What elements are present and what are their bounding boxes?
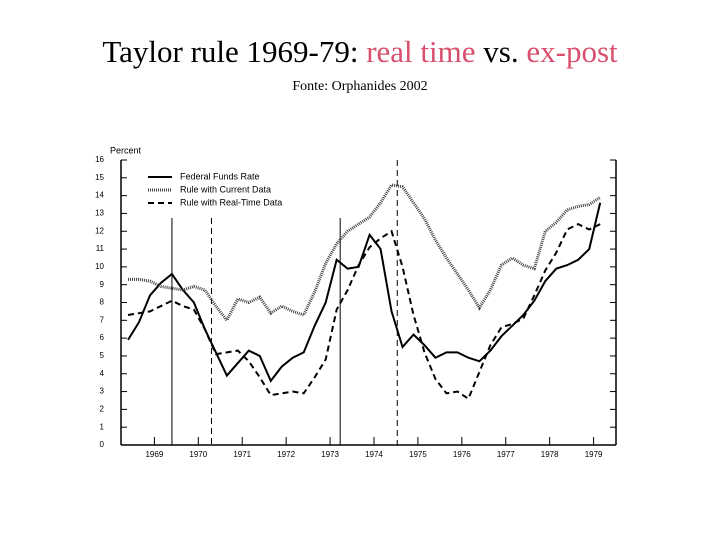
y-tick-label: 3: [100, 387, 105, 396]
x-tick-label: 1976: [453, 450, 471, 459]
x-tick-label: 1974: [365, 450, 383, 459]
subtitle: Fonte: Orphanides 2002: [292, 79, 427, 94]
title-part: ex-post: [526, 34, 618, 69]
x-tick-label: 1969: [145, 450, 163, 459]
y-axis-label: Percent: [110, 145, 142, 155]
title-part: real time: [366, 34, 475, 69]
y-tick-label: 0: [100, 440, 105, 449]
legend-label: Federal Funds Rate: [180, 171, 260, 181]
y-tick-label: 4: [100, 369, 105, 378]
x-tick-label: 1971: [233, 450, 251, 459]
x-tick-label: 1977: [497, 450, 515, 459]
x-tick-label: 1978: [541, 450, 559, 459]
series-line: [127, 223, 601, 401]
x-tick-label: 1970: [189, 450, 207, 459]
y-tick-label: 13: [95, 209, 104, 218]
y-tick-label: 1: [100, 422, 105, 431]
y-tick-label: 15: [95, 173, 104, 182]
y-tick-label: 16: [95, 155, 104, 164]
legend-label: Rule with Current Data: [180, 184, 271, 194]
y-tick-label: 12: [95, 226, 104, 235]
y-tick-label: 8: [100, 298, 105, 307]
y-tick-label: 6: [100, 333, 105, 342]
y-tick-label: 7: [100, 315, 105, 324]
y-tick-label: 11: [96, 244, 105, 253]
series-line: [127, 202, 602, 383]
x-tick-label: 1973: [321, 450, 339, 459]
x-tick-label: 1975: [409, 450, 427, 459]
x-tick-label: 1979: [585, 450, 603, 459]
y-tick-label: 9: [100, 280, 105, 289]
title-part: vs.: [483, 34, 518, 69]
slide-title: Taylor rule 1969-79: real time vs. ex-po…: [102, 34, 618, 69]
y-tick-label: 5: [100, 351, 105, 360]
title-part: Taylor rule 1969-79:: [102, 34, 358, 69]
x-tick-label: 1972: [277, 450, 295, 459]
series-line: [128, 183, 602, 324]
legend-label: Rule with Real-Time Data: [180, 197, 282, 207]
y-tick-label: 2: [100, 404, 105, 413]
y-tick-label: 10: [95, 262, 104, 271]
y-tick-label: 14: [95, 191, 104, 200]
